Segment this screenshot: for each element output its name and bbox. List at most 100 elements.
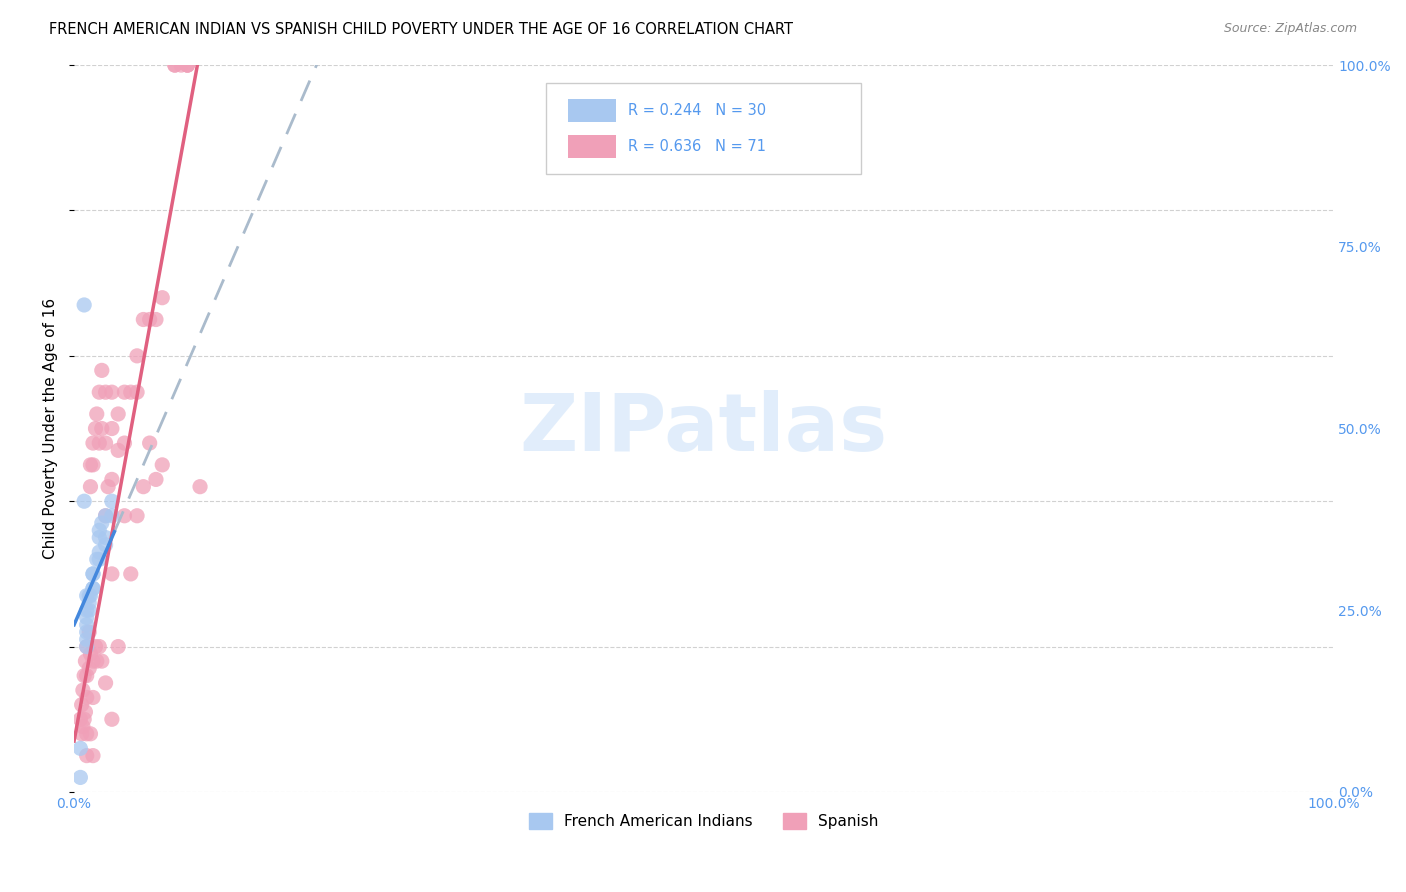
Point [89,523,111,537]
Point [176,58,198,72]
Point [76,610,98,624]
Point [107,640,129,654]
Point [77,625,100,640]
Point [89,385,111,400]
Point [76,632,98,647]
Point [132,480,155,494]
Text: R = 0.244   N = 30: R = 0.244 N = 30 [628,103,766,118]
Point [76,690,98,705]
Text: ZIPatlas: ZIPatlas [520,390,889,467]
Point [69,741,91,756]
Point [82,436,104,450]
Point [138,312,160,326]
Point [107,443,129,458]
Point [101,385,124,400]
Point [89,531,111,545]
Point [75,654,97,668]
Point [79,647,101,661]
Point [77,603,100,617]
Point [86,407,108,421]
FancyBboxPatch shape [568,98,616,122]
Point [76,748,98,763]
Point [73,668,96,682]
Point [79,727,101,741]
Point [89,640,111,654]
Point [150,291,173,305]
Point [89,552,111,566]
Point [76,727,98,741]
Point [132,312,155,326]
Point [97,480,120,494]
Point [70,727,93,741]
FancyBboxPatch shape [568,135,616,158]
Point [94,508,117,523]
Point [125,385,148,400]
Point [188,480,211,494]
Point [75,705,97,719]
Point [76,603,98,617]
Point [90,654,112,668]
Point [82,654,104,668]
Point [77,589,100,603]
Point [114,436,136,450]
Point [114,385,136,400]
Point [107,407,129,421]
Point [101,712,124,726]
Point [145,472,167,486]
Point [77,596,100,610]
Point [101,566,124,581]
Y-axis label: Child Poverty Under the Age of 16: Child Poverty Under the Age of 16 [44,298,58,559]
Point [82,566,104,581]
Point [101,508,124,523]
Point [82,582,104,596]
Point [82,566,104,581]
Point [72,683,94,698]
FancyBboxPatch shape [547,83,862,174]
Point [86,654,108,668]
Point [120,385,142,400]
Point [82,690,104,705]
Point [94,538,117,552]
Text: Source: ZipAtlas.com: Source: ZipAtlas.com [1223,22,1357,36]
Point [114,508,136,523]
Point [90,516,112,530]
Text: FRENCH AMERICAN INDIAN VS SPANISH CHILD POVERTY UNDER THE AGE OF 16 CORRELATION : FRENCH AMERICAN INDIAN VS SPANISH CHILD … [49,22,793,37]
Point [82,748,104,763]
Point [94,385,117,400]
Point [84,640,107,654]
Point [69,771,91,785]
Legend: French American Indians, Spanish: French American Indians, Spanish [523,807,884,835]
Point [176,58,198,72]
Point [77,661,100,675]
Point [73,494,96,508]
Point [90,363,112,377]
Point [94,531,117,545]
Point [101,421,124,435]
Point [76,640,98,654]
Point [86,552,108,566]
Point [82,582,104,596]
Point [101,472,124,486]
Point [76,617,98,632]
Point [76,589,98,603]
Point [79,480,101,494]
Point [163,58,186,72]
Point [150,458,173,472]
Point [125,508,148,523]
Point [76,640,98,654]
Point [73,712,96,726]
Point [79,458,101,472]
Point [82,458,104,472]
Point [170,58,193,72]
Point [94,436,117,450]
Point [89,545,111,559]
Point [125,349,148,363]
Point [120,566,142,581]
Point [79,589,101,603]
Point [101,494,124,508]
Point [94,508,117,523]
Point [69,712,91,726]
Point [90,421,112,435]
Point [76,625,98,640]
Point [84,421,107,435]
